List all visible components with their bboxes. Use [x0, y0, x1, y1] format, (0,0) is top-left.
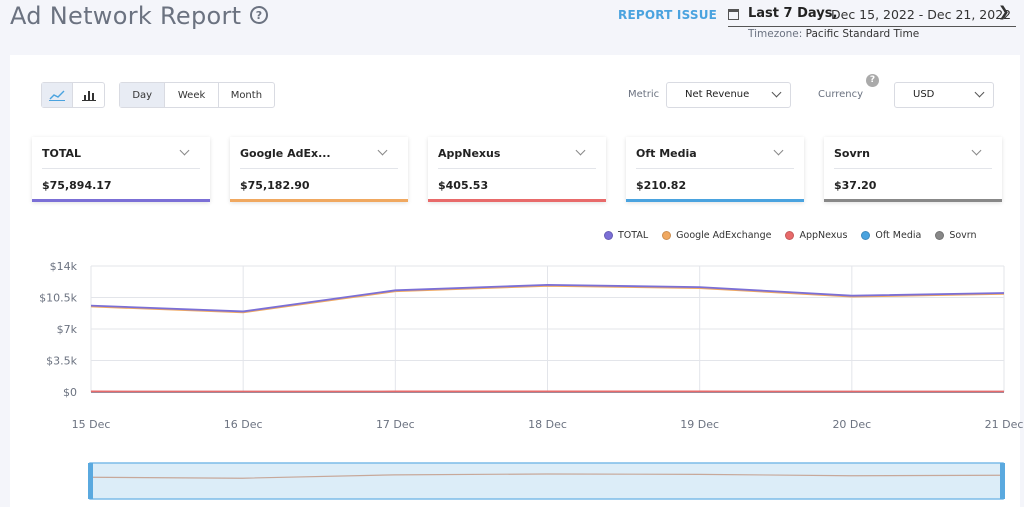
calendar-icon — [728, 9, 739, 20]
divider — [42, 168, 200, 169]
currency-label: Currency — [818, 89, 864, 100]
y-tick-label: $3.5k — [46, 355, 77, 368]
card-value: $405.53 — [438, 179, 489, 192]
network-card-sovrn[interactable]: Sovrn $37.20 — [824, 137, 1002, 202]
card-name: TOTAL — [42, 147, 82, 160]
legend-label: Sovrn — [949, 230, 977, 241]
y-tick-label: $7k — [57, 323, 78, 336]
navigator-handle-right[interactable] — [1000, 463, 1005, 499]
chevron-down-icon: ❯ — [998, 4, 1010, 20]
card-value: $37.20 — [834, 179, 877, 192]
period-toggle: Day Week Month — [119, 82, 275, 108]
card-name: Oft Media — [636, 147, 697, 160]
page-header: Ad Network Report ? REPORT ISSUE Last 7 … — [0, 0, 1024, 52]
x-tick-label: 15 Dec — [72, 418, 111, 431]
question-circle-icon[interactable]: ? — [250, 6, 268, 24]
report-issue-link[interactable]: REPORT ISSUE — [618, 8, 718, 22]
card-name: AppNexus — [438, 147, 501, 160]
network-card-google-adexchange[interactable]: Google AdEx... $75,182.90 — [230, 137, 408, 202]
bar-chart-icon — [81, 91, 96, 101]
x-tick-label: 19 Dec — [680, 418, 719, 431]
currency-value: USD — [913, 89, 935, 100]
metric-select[interactable]: Net Revenue — [666, 82, 791, 108]
date-range-picker[interactable]: Last 7 Days, Dec 15, 2022 - Dec 21, 2022… — [728, 4, 1016, 27]
chart-legend: TOTAL Google AdExchange AppNexus Oft Med… — [604, 230, 977, 241]
network-card-appnexus[interactable]: AppNexus $405.53 — [428, 137, 606, 202]
legend-dot — [662, 231, 672, 240]
question-circle-icon[interactable]: ? — [866, 74, 879, 87]
card-value: $210.82 — [636, 179, 687, 192]
divider — [240, 168, 398, 169]
legend-label: Google AdExchange — [676, 230, 772, 241]
legend-item-google-adexchange[interactable]: Google AdExchange — [662, 230, 771, 241]
legend-dot — [861, 231, 871, 240]
card-name: Google AdEx... — [240, 147, 331, 160]
x-tick-label: 21 Dec — [985, 418, 1024, 431]
range-navigator[interactable] — [89, 462, 1004, 500]
page-title: Ad Network Report — [10, 2, 242, 30]
legend-item-total[interactable]: TOTAL — [604, 230, 648, 241]
divider — [438, 168, 596, 169]
network-card-total[interactable]: TOTAL $75,894.17 — [32, 137, 210, 202]
series-line-total — [90, 283, 1005, 313]
timezone-label: Timezone: — [748, 28, 803, 40]
legend-item-oft-media[interactable]: Oft Media — [861, 230, 921, 241]
legend-item-sovrn[interactable]: Sovrn — [935, 230, 977, 241]
y-tick-label: $14k — [50, 260, 78, 273]
legend-label: AppNexus — [799, 230, 848, 241]
legend-label: Oft Media — [875, 230, 922, 241]
x-tick-label: 16 Dec — [224, 418, 263, 431]
metric-label: Metric — [628, 89, 660, 100]
legend-dot — [785, 231, 795, 240]
y-tick-label: $10.5k — [39, 292, 77, 305]
network-card-oft-media[interactable]: Oft Media $210.82 — [626, 137, 804, 202]
y-tick-label: $0 — [63, 386, 77, 399]
card-color-bar — [32, 199, 210, 202]
legend-dot — [604, 231, 613, 240]
card-name: Sovrn — [834, 147, 870, 160]
card-value: $75,894.17 — [42, 179, 112, 192]
x-tick-label: 17 Dec — [376, 418, 415, 431]
bar-chart-button[interactable] — [73, 83, 104, 107]
card-color-bar — [824, 199, 1002, 202]
navigator-series-line — [89, 473, 1004, 479]
x-tick-label: 18 Dec — [528, 418, 567, 431]
card-value: $75,182.90 — [240, 179, 310, 192]
legend-item-appnexus[interactable]: AppNexus — [785, 230, 847, 241]
period-month-button[interactable]: Month — [230, 89, 263, 101]
currency-select[interactable]: USD — [894, 82, 994, 108]
x-tick-label: 20 Dec — [832, 418, 871, 431]
navigator-handle-left[interactable] — [88, 463, 93, 499]
date-range-dates: Dec 15, 2022 - Dec 21, 2022 — [831, 7, 1012, 22]
line-chart-button[interactable] — [42, 83, 74, 107]
divider — [834, 168, 992, 169]
card-color-bar — [230, 199, 408, 202]
chart-type-toggle — [41, 82, 105, 108]
timezone-info: Timezone: Pacific Standard Time — [748, 28, 919, 40]
divider — [636, 168, 794, 169]
card-color-bar — [428, 199, 606, 202]
metric-value: Net Revenue — [685, 89, 750, 100]
timezone-value: Pacific Standard Time — [805, 28, 920, 40]
period-week-button[interactable]: Week — [165, 83, 219, 107]
card-color-bar — [626, 199, 804, 202]
period-day-button[interactable]: Day — [120, 83, 166, 107]
legend-dot — [935, 231, 945, 240]
line-chart-icon — [49, 90, 65, 101]
date-range-label: Last 7 Days, — [748, 6, 838, 21]
legend-label: TOTAL — [618, 230, 649, 241]
